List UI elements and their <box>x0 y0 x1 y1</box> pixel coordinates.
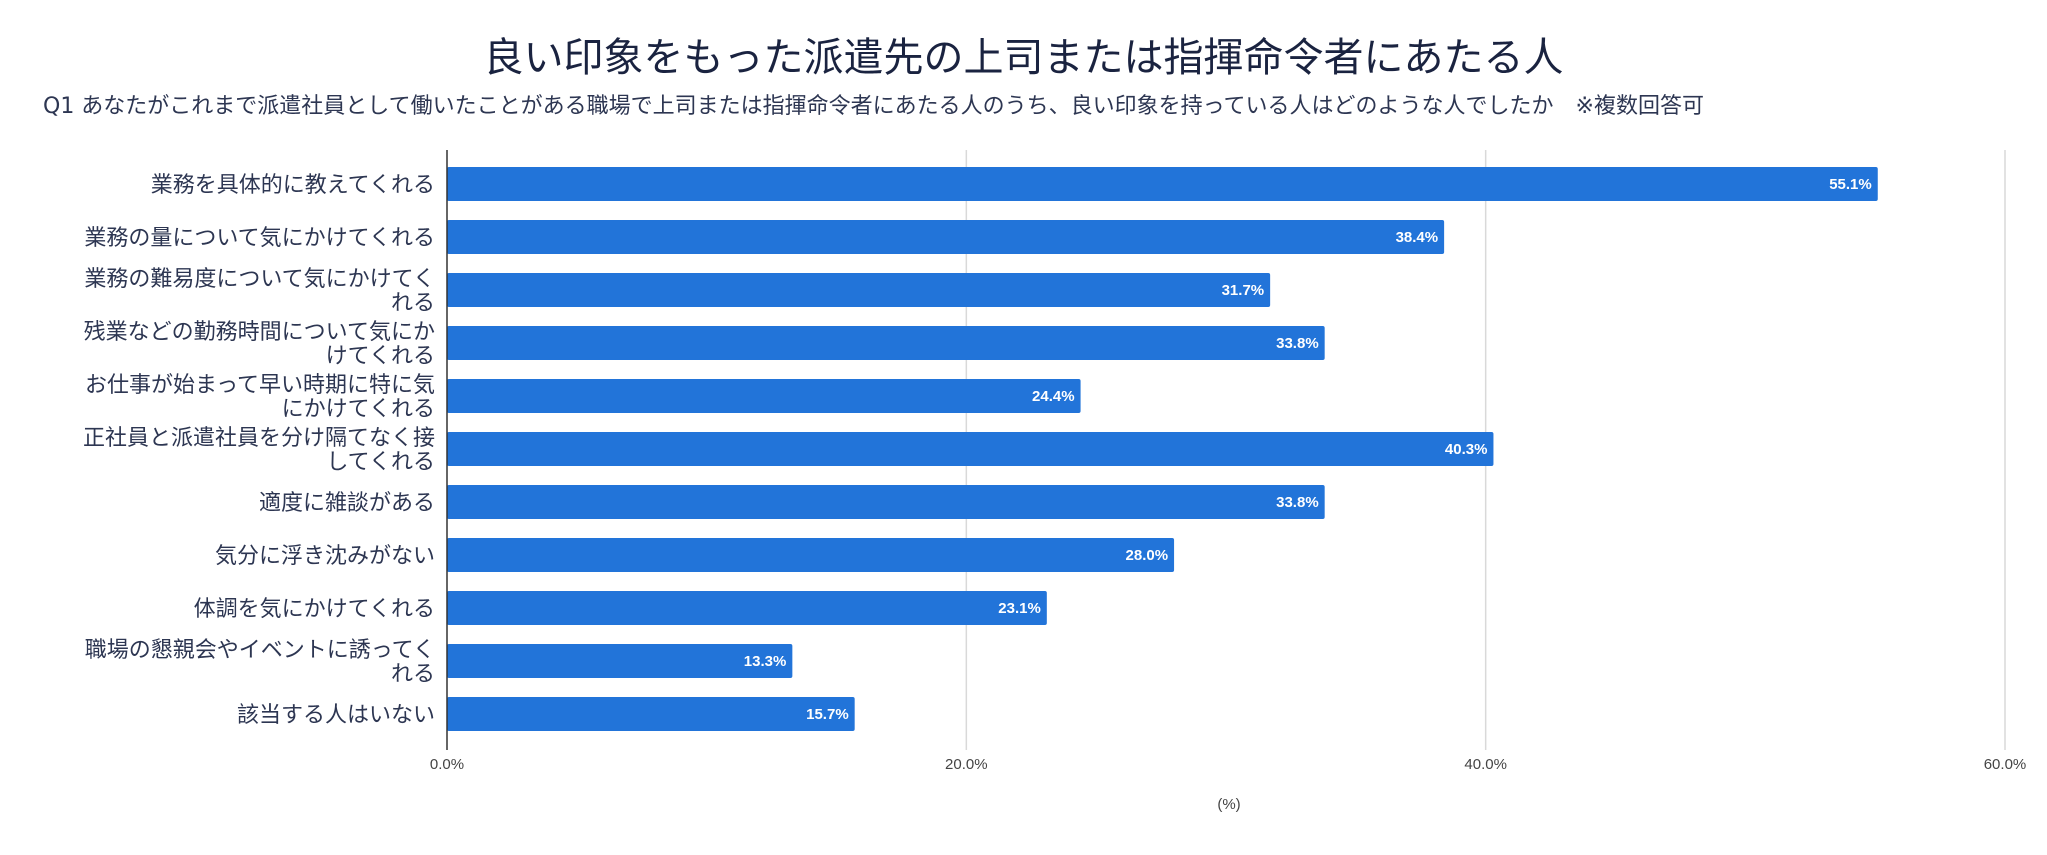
category-label: お仕事が始まって早い時期に特に気 <box>85 373 435 398</box>
category-label: 気分に浮き沈みがない <box>215 544 435 569</box>
bar-value-label: 15.7% <box>806 706 849 723</box>
bar-value-label: 38.4% <box>1396 229 1439 246</box>
bar-value-label: 24.4% <box>1032 388 1075 405</box>
x-tick-label: 0.0% <box>430 756 464 773</box>
bar-value-label: 40.3% <box>1445 441 1488 458</box>
chart-subtitle: Q1 あなたがこれまで派遣社員として働いたことがある職場で上司または指揮命令者に… <box>43 94 1704 119</box>
category-labels: 業務を具体的に教えてくれる業務の量について気にかけてくれる業務の難易度について気… <box>83 173 435 728</box>
bar-value-label: 23.1% <box>998 600 1041 617</box>
bar-value-label: 55.1% <box>1829 176 1872 193</box>
bar <box>447 644 793 678</box>
x-axis-label: (%) <box>1217 796 1240 813</box>
category-label: にかけてくれる <box>282 397 435 422</box>
bar-value-label: 13.3% <box>744 653 787 670</box>
bar <box>447 326 1325 360</box>
category-label: れる <box>391 662 435 687</box>
bar-value-label: 28.0% <box>1126 547 1169 564</box>
bar <box>447 379 1081 413</box>
x-tick-label: 20.0% <box>945 756 988 773</box>
bar <box>447 697 855 731</box>
category-label: 職場の懇親会やイベントに誘ってく <box>85 638 435 663</box>
category-label: 正社員と派遣社員を分け隔てなく接 <box>83 426 435 451</box>
bar <box>447 432 1494 466</box>
bar-value-label: 33.8% <box>1276 494 1319 511</box>
x-tick-label: 40.0% <box>1464 756 1507 773</box>
bar <box>447 591 1047 625</box>
category-label: 体調を気にかけてくれる <box>194 597 435 622</box>
category-label: けてくれる <box>326 344 435 369</box>
x-tick-label: 60.0% <box>1984 756 2027 773</box>
bar <box>447 485 1325 519</box>
bar-value-label: 33.8% <box>1276 335 1319 352</box>
category-label: 適度に雑談がある <box>259 491 435 516</box>
chart-title: 良い印象をもった派遣先の上司または指揮命令者にあたる人 <box>483 35 1564 81</box>
category-label: 該当する人はいない <box>237 703 435 728</box>
category-label: 業務の難易度について気にかけてく <box>84 267 435 292</box>
category-label: れる <box>391 291 435 316</box>
bar <box>447 167 1878 201</box>
x-axis: 0.0% 20.0% 40.0% 60.0% (%) <box>430 150 2026 813</box>
category-label: 残業などの勤務時間について気にか <box>84 320 435 345</box>
category-label: 業務を具体的に教えてくれる <box>151 173 435 198</box>
bar <box>447 538 1175 572</box>
bar <box>447 273 1271 307</box>
bars-layer: 55.1% 38.4% 31.7% 33.8% 24.4% 40.3% 33.8% 28.0%… <box>447 167 1878 731</box>
bar-value-label: 31.7% <box>1222 282 1265 299</box>
bar <box>447 220 1445 254</box>
category-label: 業務の量について気にかけてくれる <box>84 226 435 251</box>
category-label: してくれる <box>326 450 435 475</box>
